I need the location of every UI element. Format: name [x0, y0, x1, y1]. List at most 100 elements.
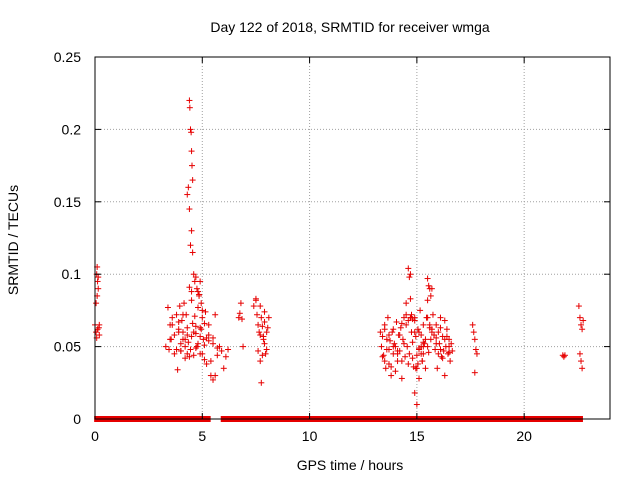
data-point	[560, 353, 567, 360]
data-point	[470, 329, 477, 336]
data-point	[446, 343, 453, 350]
data-point	[189, 177, 196, 184]
x-tick-label: 5	[198, 428, 206, 444]
data-point	[171, 332, 178, 339]
data-point	[405, 265, 412, 272]
data-point	[201, 320, 208, 327]
data-point	[205, 321, 212, 328]
data-point	[214, 352, 221, 359]
data-point	[427, 336, 434, 343]
data-point	[390, 343, 397, 350]
data-point	[210, 340, 217, 347]
data-point	[388, 372, 395, 379]
data-point	[398, 375, 405, 382]
data-point	[409, 316, 416, 323]
data-point	[264, 324, 271, 331]
data-point	[177, 340, 184, 347]
data-point	[429, 311, 436, 318]
data-point	[182, 343, 189, 350]
data-point	[171, 350, 178, 357]
data-point	[433, 340, 440, 347]
data-point	[174, 366, 181, 373]
data-point	[257, 332, 264, 339]
data-point	[197, 278, 204, 285]
data-point	[414, 360, 421, 367]
data-point	[380, 352, 387, 359]
y-axis-title: SRMTID / TECUs	[5, 185, 21, 295]
data-point	[580, 317, 587, 324]
data-point	[258, 314, 265, 321]
data-point	[424, 275, 431, 282]
data-point	[576, 350, 583, 357]
data-point	[439, 355, 446, 362]
data-point	[177, 347, 184, 354]
data-point	[398, 358, 405, 365]
data-point	[189, 249, 196, 256]
data-point	[418, 350, 425, 357]
data-point	[434, 365, 441, 372]
data-point	[191, 313, 198, 320]
data-point	[212, 372, 219, 379]
data-point	[384, 314, 391, 321]
data-point	[406, 350, 413, 357]
data-point	[164, 304, 171, 311]
data-point	[397, 324, 404, 331]
y-tick-label: 0.25	[54, 49, 81, 65]
data-point	[187, 126, 194, 133]
data-point	[198, 326, 205, 333]
data-point	[437, 346, 444, 353]
data-point	[408, 311, 415, 318]
data-point	[576, 314, 583, 321]
data-point	[188, 333, 195, 340]
data-point	[199, 350, 206, 357]
data-point	[405, 360, 412, 367]
data-point	[260, 333, 267, 340]
data-point	[218, 347, 225, 354]
data-point	[402, 353, 409, 360]
data-point	[424, 314, 431, 321]
data-point	[437, 324, 444, 331]
y-tick-label: 0.15	[54, 194, 81, 210]
data-point	[187, 242, 194, 249]
data-point	[191, 278, 198, 285]
data-point	[409, 355, 416, 362]
data-point	[427, 292, 434, 299]
data-point	[447, 358, 454, 365]
data-point	[186, 353, 193, 360]
data-point	[406, 274, 413, 281]
data-point	[449, 347, 456, 354]
data-point	[252, 295, 259, 302]
data-point	[403, 300, 410, 307]
data-point	[193, 343, 200, 350]
data-point	[236, 310, 243, 317]
data-point	[444, 350, 451, 357]
data-point	[404, 343, 411, 350]
data-point	[446, 349, 453, 356]
data-point	[186, 284, 193, 291]
data-point	[214, 345, 221, 352]
data-point	[379, 333, 386, 340]
data-point	[192, 323, 199, 330]
data-point	[182, 336, 189, 343]
data-point	[383, 336, 390, 343]
data-point	[413, 352, 420, 359]
y-tick-label: 0.1	[62, 266, 82, 282]
data-point	[421, 340, 428, 347]
data-point	[401, 340, 407, 347]
data-point	[256, 329, 263, 336]
data-point	[441, 317, 448, 324]
data-point	[263, 346, 270, 353]
data-point	[265, 314, 272, 321]
data-point	[385, 346, 392, 353]
data-point	[578, 321, 585, 328]
data-point	[443, 326, 450, 333]
data-point	[473, 350, 480, 357]
data-point	[435, 350, 442, 357]
data-point	[162, 343, 169, 350]
data-point	[398, 320, 405, 327]
plot-frame	[94, 56, 611, 420]
data-point	[257, 303, 264, 310]
data-point	[440, 347, 447, 354]
x-axis-title: GPS time / hours	[297, 457, 404, 473]
